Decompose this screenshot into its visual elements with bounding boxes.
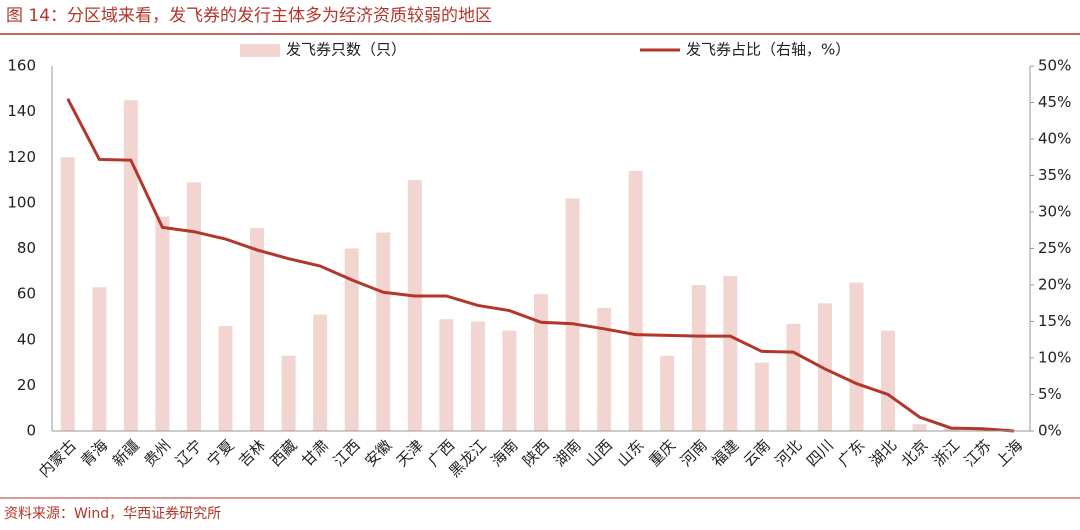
x-tick-label: 浙江 (929, 436, 963, 470)
y2-tick-label: 50% (1038, 57, 1071, 75)
x-tick-label: 贵州 (140, 436, 174, 470)
x-tick-label: 湖北 (866, 436, 900, 470)
legend-label: 发飞券占比（右轴，%） (686, 41, 850, 59)
x-tick-label: 天津 (393, 436, 427, 470)
bar (754, 362, 769, 431)
x-tick-label: 四川 (803, 436, 837, 470)
x-tick-label: 西藏 (267, 436, 301, 470)
x-tick-label: 河北 (771, 436, 805, 470)
y-tick-label: 100 (7, 193, 36, 211)
x-tick-label: 辽宁 (172, 436, 206, 470)
bar (691, 285, 706, 431)
y2-tick-label: 35% (1038, 166, 1071, 184)
x-tick-label: 广东 (835, 436, 869, 470)
bar (344, 248, 359, 431)
bar (60, 157, 75, 431)
bar (881, 330, 896, 431)
y2-tick-label: 30% (1038, 203, 1071, 221)
bar (723, 275, 738, 431)
bar (92, 287, 107, 431)
x-tick-label: 内蒙古 (35, 436, 80, 481)
x-tick-label: 福建 (708, 436, 742, 470)
y-tick-label: 140 (7, 102, 36, 120)
x-tick-label: 新疆 (109, 436, 143, 470)
x-tick-label: 宁夏 (204, 436, 238, 470)
y2-tick-label: 0% (1038, 422, 1062, 440)
x-tick-label: 安徽 (361, 436, 395, 470)
x-tick-label: 湖南 (551, 436, 585, 470)
legend-label: 发飞券只数（只） (286, 41, 406, 59)
bar (786, 323, 801, 431)
y-tick-label: 60 (17, 285, 36, 303)
y2-tick-label: 15% (1038, 312, 1071, 330)
bar (660, 355, 675, 431)
bar (849, 282, 864, 431)
bar (313, 314, 328, 431)
y-tick-label: 20 (17, 376, 36, 394)
bar (534, 294, 548, 431)
bar (817, 303, 832, 431)
line (66, 98, 1015, 433)
chart-title: 图 14：分区域来看，发飞券的发行主体多为经济资质较弱的地区 (6, 6, 492, 26)
x-tick-label: 重庆 (645, 436, 679, 470)
x-tick-label: 山东 (614, 436, 648, 470)
y-tick-label: 40 (17, 330, 36, 348)
x-tick-label: 青海 (77, 436, 111, 470)
bar (186, 182, 201, 431)
y2-tick-label: 25% (1038, 239, 1071, 257)
bar (250, 227, 265, 431)
y2-tick-label: 20% (1038, 276, 1071, 294)
x-tick-label: 江苏 (961, 436, 995, 470)
y2-tick-label: 5% (1038, 385, 1062, 403)
y2-tick-label: 45% (1038, 93, 1071, 111)
bar (565, 198, 580, 431)
bar (123, 100, 138, 431)
bar (470, 321, 485, 431)
y2-tick-label: 40% (1038, 130, 1071, 148)
y-tick-label: 0 (26, 422, 36, 440)
bar (407, 180, 422, 431)
legend-swatch (240, 44, 280, 57)
x-tick-label: 云南 (740, 436, 774, 470)
source: 资料来源：Wind，华西证券研究所 (4, 506, 221, 522)
bar (218, 326, 233, 431)
bar (281, 355, 296, 431)
x-tick-label: 山西 (582, 436, 616, 470)
x-tick-label: 上海 (992, 436, 1026, 470)
x-tick-label: 海南 (488, 436, 522, 470)
bar (439, 319, 454, 431)
bar (155, 216, 170, 431)
bar (376, 232, 391, 431)
y-tick-label: 120 (7, 148, 36, 166)
bar (628, 170, 643, 431)
y2-tick-label: 10% (1038, 349, 1071, 367)
y-tick-label: 160 (7, 57, 36, 75)
x-tick-label: 吉林 (235, 436, 269, 470)
bar (912, 424, 927, 431)
x-tick-label: 江西 (330, 436, 364, 470)
x-tick-label: 陕西 (519, 436, 553, 470)
bar (597, 307, 612, 431)
bar (502, 330, 517, 431)
x-tick-label: 甘肃 (298, 436, 332, 470)
x-tick-label: 河南 (677, 436, 711, 470)
bar (944, 428, 959, 431)
y-tick-label: 80 (17, 239, 36, 257)
x-tick-label: 北京 (898, 436, 932, 470)
